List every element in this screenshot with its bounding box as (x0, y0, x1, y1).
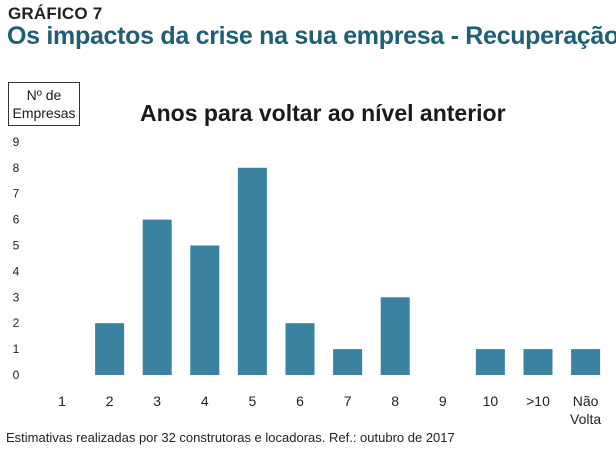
y-tick-label: 7 (13, 187, 20, 201)
y-axis-label-line-1: Nº de (26, 87, 62, 103)
bar-4 (190, 245, 220, 375)
footnote: Estimativas realizadas por 32 construtor… (6, 430, 455, 445)
y-tick-label: 6 (13, 213, 20, 227)
x-tick-label: 8 (391, 393, 399, 409)
x-tick-label: 6 (296, 393, 304, 409)
bar-n-o-volta (571, 349, 601, 375)
x-tick-label: Volta (570, 411, 601, 427)
x-tick-label: 5 (249, 393, 257, 409)
figure-title: Os impactos da crise na sua empresa - Re… (7, 22, 616, 50)
x-tick-label: 9 (439, 393, 447, 409)
x-tick-label: Não (573, 393, 599, 409)
y-tick-label: 4 (13, 264, 20, 278)
bar-10 (475, 349, 505, 375)
y-axis-label-box: Nº de Empresas (8, 82, 80, 126)
x-tick-label: 7 (344, 393, 352, 409)
x-tick-label: >10 (526, 393, 550, 409)
y-tick-label: 0 (13, 368, 20, 382)
x-tick-label: 2 (106, 393, 114, 409)
x-tick-label: 3 (153, 393, 161, 409)
y-tick-label: 2 (13, 316, 20, 330)
y-tick-label: 1 (13, 342, 20, 356)
bar-5 (237, 167, 267, 375)
y-axis-label-line-2: Empresas (12, 105, 76, 121)
bar-2 (95, 323, 125, 375)
x-tick-label: 4 (201, 393, 209, 409)
y-tick-label: 5 (13, 239, 20, 253)
y-tick-label: 8 (13, 161, 20, 175)
bar-3 (142, 219, 172, 375)
bar-7 (333, 349, 363, 375)
x-tick-label: 10 (483, 393, 499, 409)
bar-6 (285, 323, 315, 375)
y-tick-label: 3 (13, 290, 20, 304)
figure-label: GRÁFICO 7 (8, 4, 103, 23)
x-tick-label: 1 (58, 393, 66, 409)
bar--10 (523, 349, 553, 375)
chart-title: Anos para voltar ao nível anterior (140, 100, 506, 126)
y-tick-label: 9 (13, 135, 20, 149)
bar-8 (380, 297, 410, 375)
